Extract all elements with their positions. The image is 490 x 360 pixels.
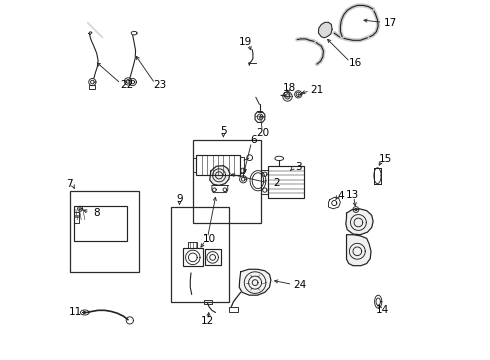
Text: 9: 9	[176, 194, 183, 204]
Bar	[171, 207, 229, 302]
Text: 7: 7	[66, 179, 73, 189]
Text: 1: 1	[203, 234, 209, 244]
Text: 6: 6	[250, 135, 257, 145]
Text: 22: 22	[120, 80, 133, 90]
Text: 5: 5	[220, 126, 227, 136]
Text: 10: 10	[203, 234, 217, 244]
Text: 13: 13	[346, 190, 359, 200]
Bar	[71, 191, 139, 272]
Bar	[240, 157, 244, 173]
Text: 8: 8	[94, 208, 100, 218]
Bar	[229, 307, 238, 312]
Text: 18: 18	[282, 83, 295, 93]
Text: 12: 12	[201, 316, 215, 327]
Bar	[193, 158, 196, 172]
Bar	[196, 155, 240, 175]
Bar	[189, 242, 197, 248]
Polygon shape	[346, 209, 373, 235]
Text: 2: 2	[273, 178, 279, 188]
Polygon shape	[318, 22, 332, 38]
Bar	[204, 300, 212, 304]
Polygon shape	[346, 235, 371, 266]
Text: 4: 4	[338, 191, 344, 201]
Polygon shape	[87, 22, 103, 38]
Text: 11: 11	[69, 307, 82, 318]
Bar	[74, 212, 79, 223]
Text: 16: 16	[349, 58, 362, 68]
Bar	[193, 140, 261, 223]
Text: 24: 24	[294, 280, 307, 290]
Text: 21: 21	[311, 85, 324, 95]
Text: 17: 17	[384, 18, 397, 27]
Text: 19: 19	[239, 37, 252, 47]
Text: 23: 23	[153, 80, 166, 90]
Bar	[205, 249, 220, 265]
Polygon shape	[210, 166, 230, 185]
Bar	[183, 248, 203, 266]
Bar	[269, 166, 304, 198]
Text: 3: 3	[295, 162, 301, 172]
Text: 20: 20	[257, 128, 270, 138]
Bar	[90, 85, 95, 89]
Bar	[74, 206, 127, 241]
Polygon shape	[239, 269, 271, 295]
Text: 14: 14	[376, 305, 389, 315]
Text: 15: 15	[379, 154, 392, 163]
